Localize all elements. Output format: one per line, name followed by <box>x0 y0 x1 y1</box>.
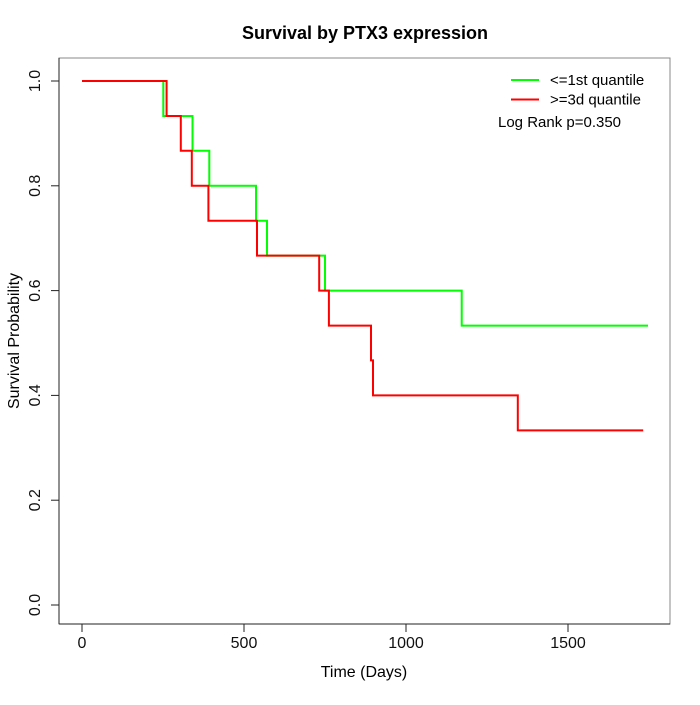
plot-title: Survival by PTX3 expression <box>242 23 488 43</box>
km-curve-high-quantile <box>82 80 644 432</box>
y-axis-label: Survival Probability <box>6 273 23 409</box>
legend: <=1st quantile >=3d quantile Log Rank p=… <box>498 72 644 131</box>
plot-box <box>58 57 671 625</box>
x-axis-label: Time (Days) <box>321 664 408 681</box>
y-tick-label: 0.6 <box>27 279 44 301</box>
legend-label-low-quantile: <=1st quantile <box>550 72 644 89</box>
logrank-annotation: Log Rank p=0.350 <box>498 114 621 131</box>
x-tick-label: 500 <box>231 635 258 652</box>
x-tick-label: 0 <box>78 635 87 652</box>
y-tick-label: 0.8 <box>27 175 44 197</box>
y-tick-label: 0.0 <box>27 594 44 616</box>
y-tick-label: 0.2 <box>27 489 44 511</box>
plot-area: 0 500 1000 1500 0.0 0.2 0.4 0.6 0.8 1.0 <box>27 57 671 652</box>
legend-label-high-quantile: >=3d quantile <box>550 92 641 109</box>
x-tick-label: 1500 <box>550 635 586 652</box>
x-tick-label: 1000 <box>388 635 424 652</box>
y-tick-label: 1.0 <box>27 70 44 92</box>
y-tick-label: 0.4 <box>27 384 44 406</box>
